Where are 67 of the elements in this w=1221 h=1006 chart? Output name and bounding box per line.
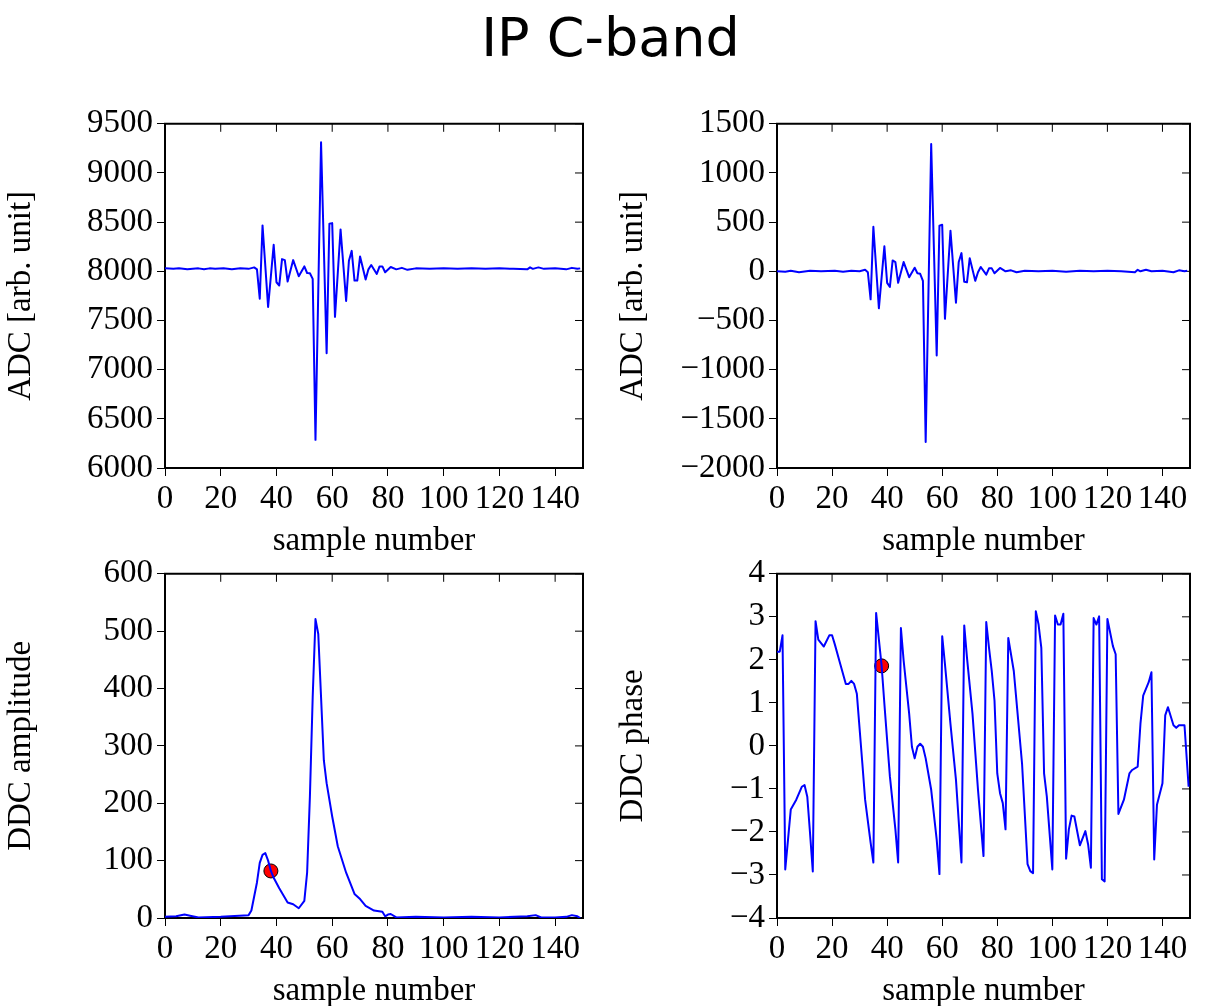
y-tick-label: 8000 <box>87 250 153 287</box>
x-tick-label: 120 <box>1082 479 1133 516</box>
y-tick-label: 0 <box>136 897 153 934</box>
x-tick-label: 40 <box>870 929 904 966</box>
x-tick-label: 80 <box>371 929 405 966</box>
y-tick-label: −2 <box>729 811 765 848</box>
x-tick-label: 80 <box>371 479 405 516</box>
y-tick-label: 200 <box>103 782 153 819</box>
y-axis-title: ADC [arb. unit] <box>1 190 38 401</box>
y-tick-label: 400 <box>103 668 153 705</box>
x-axis-title: sample number <box>272 520 476 557</box>
y-axis-title: DDC phase <box>613 669 650 823</box>
y-tick-label: 4 <box>748 553 765 590</box>
y-tick-label: 7000 <box>87 349 153 386</box>
y-tick-label: 500 <box>715 201 765 238</box>
y-tick-label: 0 <box>748 725 765 762</box>
x-tick-label: 120 <box>474 929 525 966</box>
y-tick-label: 2 <box>748 639 765 676</box>
y-tick-label: 1 <box>748 682 765 719</box>
x-tick-label: 80 <box>980 929 1014 966</box>
x-tick-label: 40 <box>259 479 293 516</box>
chart-title: IP C-band <box>480 6 741 69</box>
y-tick-label: −500 <box>696 300 765 337</box>
y-tick-label: 0 <box>748 250 765 287</box>
y-tick-label: 300 <box>103 725 153 762</box>
x-tick-label: 60 <box>315 479 349 516</box>
y-tick-label: 8500 <box>87 201 153 238</box>
y-tick-label: −2000 <box>680 447 765 484</box>
y-tick-label: 9500 <box>87 103 153 140</box>
y-tick-label: −4 <box>729 897 765 934</box>
y-tick-label: 600 <box>103 553 153 590</box>
x-tick-label: 20 <box>815 929 849 966</box>
y-tick-label: 9000 <box>87 152 153 189</box>
y-axis-title: ADC [arb. unit] <box>613 190 650 401</box>
x-tick-label: 100 <box>1027 929 1078 966</box>
x-tick-label: 60 <box>925 479 959 516</box>
y-tick-label: 100 <box>103 840 153 877</box>
y-tick-label: 1500 <box>699 103 765 140</box>
x-tick-label: 60 <box>925 929 959 966</box>
x-tick-label: 140 <box>530 929 580 966</box>
y-tick-label: 6500 <box>87 398 153 435</box>
y-axis-title: DDC amplitude <box>1 640 38 851</box>
y-tick-label: −1 <box>729 768 765 805</box>
x-tick-label: 60 <box>315 929 349 966</box>
y-tick-label: 500 <box>103 610 153 647</box>
x-axis-title: sample number <box>882 520 1085 557</box>
x-tick-label: 120 <box>474 479 525 516</box>
y-tick-label: 3 <box>748 596 765 633</box>
x-tick-label: 40 <box>259 929 293 966</box>
y-tick-label: −1500 <box>680 398 765 435</box>
x-tick-label: 140 <box>530 479 580 516</box>
x-tick-label: 120 <box>1082 929 1133 966</box>
x-tick-label: 100 <box>418 479 469 516</box>
y-tick-label: 6000 <box>87 447 153 484</box>
x-tick-label: 40 <box>870 479 904 516</box>
x-tick-label: 20 <box>204 929 238 966</box>
x-tick-label: 20 <box>204 479 238 516</box>
x-tick-label: 100 <box>418 929 469 966</box>
y-tick-label: 1000 <box>699 152 765 189</box>
x-tick-label: 140 <box>1137 929 1188 966</box>
x-tick-label: 100 <box>1027 479 1078 516</box>
y-tick-label: −1000 <box>680 349 765 386</box>
x-tick-label: 80 <box>980 479 1014 516</box>
y-tick-label: 7500 <box>87 300 153 337</box>
x-tick-label: 140 <box>1137 479 1188 516</box>
y-tick-label: −3 <box>729 854 765 891</box>
x-tick-label: 20 <box>815 479 849 516</box>
